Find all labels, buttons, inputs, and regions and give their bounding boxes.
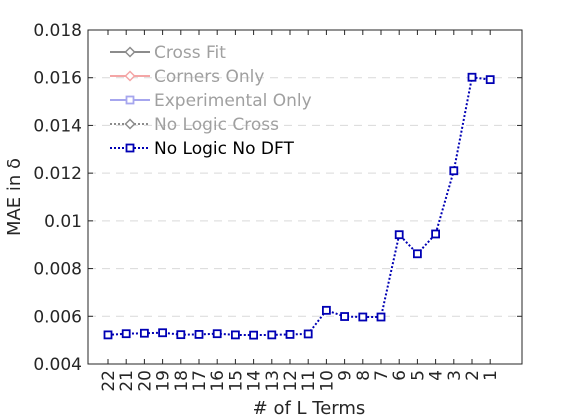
legend-marker <box>124 70 136 82</box>
x-tick-label: 2 <box>463 370 483 381</box>
data-point <box>467 72 477 82</box>
x-tick-label: 12 <box>281 370 301 392</box>
x-tick-label: 15 <box>226 370 246 392</box>
x-tick-label: 21 <box>117 370 137 392</box>
y-tick-label: 0.01 <box>44 212 82 232</box>
data-point <box>249 330 259 340</box>
x-tick-label: 20 <box>135 370 155 392</box>
y-tick-label: 0.012 <box>33 164 82 184</box>
legend-label: Corners Only <box>154 67 264 87</box>
y-axis: 0.004 0.006 0.008 0.01 0.012 0.014 0.016 0.018 <box>33 21 522 375</box>
x-tick-label: 8 <box>354 370 374 381</box>
x-tick-label: 10 <box>317 370 337 392</box>
x-tick-label: 16 <box>208 370 228 392</box>
series-lines <box>103 72 495 340</box>
data-point <box>267 330 277 340</box>
x-axis-label: # of L Terms <box>253 398 366 419</box>
plot-area-frame <box>87 29 523 365</box>
x-tick-label: 5 <box>408 370 428 381</box>
y-tick-label: 0.008 <box>33 260 82 280</box>
data-point <box>158 328 168 338</box>
data-point <box>212 329 222 339</box>
data-point <box>358 312 368 322</box>
legend-marker <box>124 46 136 58</box>
x-tick-label: 4 <box>427 370 447 381</box>
data-point <box>394 230 404 240</box>
data-point <box>103 330 113 340</box>
data-point <box>412 249 422 259</box>
x-tick-label: 11 <box>299 370 319 392</box>
legend-marker <box>124 118 136 130</box>
legend-label: No Logic Cross <box>154 115 279 135</box>
data-point <box>121 329 131 339</box>
data-point <box>230 330 240 340</box>
y-tick-label: 0.018 <box>33 21 82 41</box>
data-point <box>176 330 186 340</box>
y-tick-label: 0.016 <box>33 69 82 89</box>
x-tick-label: 19 <box>154 370 174 392</box>
x-tick-label: 18 <box>172 370 192 392</box>
x-tick-label: 9 <box>336 370 356 381</box>
y-tick-label: 0.006 <box>33 307 82 327</box>
x-tick-label: 17 <box>190 370 210 392</box>
y-tick-label: 0.014 <box>33 116 82 136</box>
data-point <box>340 312 350 321</box>
legend-label: No Logic No DFT <box>154 139 294 159</box>
x-tick-label: 14 <box>245 370 265 392</box>
legend-marker <box>125 95 135 105</box>
y-axis-label: MAE in δ <box>4 158 25 236</box>
legend-marker <box>125 143 135 153</box>
data-point <box>376 312 386 322</box>
data-point <box>285 330 295 339</box>
y-tick-label: 0.004 <box>33 355 82 375</box>
series-line <box>107 76 491 337</box>
data-point <box>303 329 313 339</box>
data-point <box>485 75 495 85</box>
legend: Cross Fit Corners Only Experimental Only No… <box>110 43 312 159</box>
x-tick-label: 13 <box>263 370 283 392</box>
x-tick-label: 22 <box>99 370 119 392</box>
data-point <box>449 166 459 176</box>
data-point <box>194 330 204 339</box>
x-tick-label: 3 <box>445 370 465 381</box>
data-point <box>321 305 331 315</box>
x-tick-label: 6 <box>390 370 410 381</box>
legend-label: Cross Fit <box>154 43 226 63</box>
x-tick-label: 1 <box>481 370 501 381</box>
legend-label: Experimental Only <box>154 91 312 111</box>
grid-lines <box>88 77 522 317</box>
data-point <box>139 328 149 338</box>
x-tick-label: 7 <box>372 370 392 381</box>
data-point <box>431 229 441 239</box>
